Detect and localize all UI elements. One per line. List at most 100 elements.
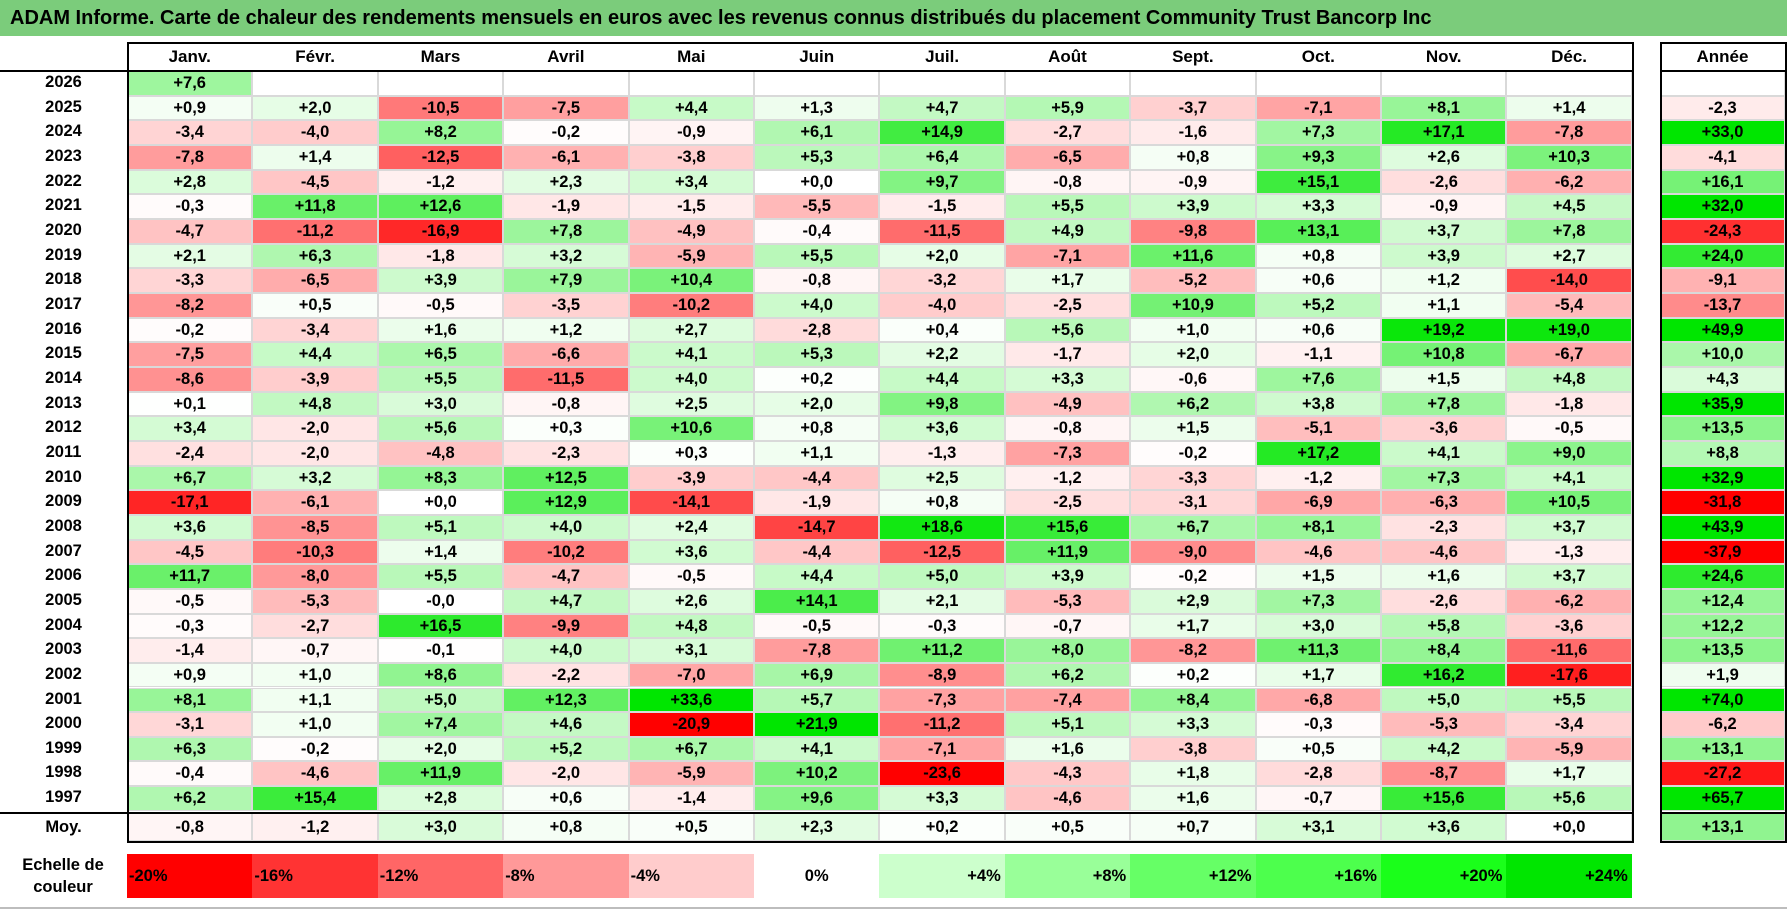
average-cell: +3,1 [1255,812,1381,841]
heatmap-cell: -6,5 [1004,144,1131,170]
heatmap-cell: -7,5 [503,95,629,121]
heatmap-cell: -14,7 [754,514,880,540]
heatmap-cell: -0,7 [1255,786,1381,811]
heatmap-cell: -7,8 [127,144,253,170]
heatmap-cell: +5,0 [879,564,1005,589]
color-scale-step: -4% [628,854,754,898]
heatmap-cell: -6,1 [503,144,629,170]
year-label: 2006 [45,566,82,585]
year-total-cell: -9,1 [1660,268,1785,293]
heatmap-cell: +5,6 [1506,786,1632,811]
color-scale-step: -12% [377,854,504,898]
heatmap-cell: +1,6 [1004,736,1131,762]
heatmap-cell: -1,5 [628,194,754,219]
heatmap-cell: +6,3 [127,736,253,762]
color-scale-step: +24% [1506,854,1632,898]
heatmap-cell: +17,2 [1255,440,1381,466]
heatmap-cell: +4,1 [754,736,880,762]
heatmap-cell: -0,3 [879,613,1005,639]
heatmap-cell: -2,3 [1381,514,1507,540]
heatmap-cell: +12,6 [377,194,504,219]
heatmap-cell: +0,6 [1255,268,1381,293]
average-cell: +3,0 [377,812,504,841]
bottom-divider [0,907,1787,909]
average-cell: +0,5 [1004,812,1131,841]
heatmap-cell: -0,3 [1255,712,1381,737]
heatmap-cell: +10,4 [628,268,754,293]
heatmap-cell: +0,5 [1255,736,1381,762]
average-cell: +3,6 [1381,812,1507,841]
heatmap-cell: +1,1 [252,687,378,713]
heatmap-cell: +9,3 [1255,144,1381,170]
heatmap-cell: +6,4 [879,144,1005,170]
heatmap-cell [1506,71,1632,96]
heatmap-cell: -14,1 [628,490,754,515]
heatmap-cell: +1,1 [1381,292,1507,318]
heatmap-cell: +0,3 [628,440,754,466]
month-header: Janv. [168,47,211,66]
heatmap-cell: -10,3 [252,539,378,565]
heatmap-cell: +10,9 [1130,292,1256,318]
heatmap-cell: +0,9 [127,95,253,121]
average-cell: -0,8 [127,812,253,841]
heatmap-cell: -10,2 [503,539,629,565]
heatmap-cell: -4,5 [127,539,253,565]
heatmap-cell: +9,7 [879,169,1005,195]
heatmap-cell: -8,7 [1381,761,1507,787]
heatmap-cell: -1,6 [1130,120,1256,145]
heatmap-cell: +7,8 [503,218,629,244]
heatmap-cell: +4,0 [503,514,629,540]
heatmap-cell: +8,4 [1381,638,1507,663]
heatmap-cell: -8,2 [1130,638,1256,663]
heatmap-cell: +1,2 [503,317,629,343]
year-total-cell: +13,1 [1660,736,1785,762]
heatmap-cell: +9,8 [879,391,1005,417]
heatmap-cell: +1,5 [1130,416,1256,441]
year-total-cell: -6,2 [1660,712,1785,737]
heatmap-cell: -5,1 [1255,416,1381,441]
heatmap-cell: +3,9 [377,268,504,293]
heatmap-cell: +5,6 [377,416,504,441]
heatmap-cell: -6,1 [252,490,378,515]
heatmap-cell: +5,2 [1255,292,1381,318]
heatmap-cell: +3,2 [252,465,378,491]
heatmap-cell: -12,5 [879,539,1005,565]
heatmap-cell: -3,4 [252,317,378,343]
month-header: Mai [677,47,706,66]
heatmap-cell: +6,1 [754,120,880,145]
heatmap-cell: +11,2 [879,638,1005,663]
average-cell: +0,0 [1506,812,1632,841]
average-cell: +2,3 [754,812,880,841]
heatmap-cell: +5,5 [377,366,504,392]
heatmap-cell: +2,7 [1506,243,1632,269]
heatmap-cell: -3,3 [1130,465,1256,491]
heatmap-cell: -0,2 [1130,564,1256,589]
heatmap-cell [503,71,629,96]
heatmap-cell: +2,1 [127,243,253,269]
heatmap-cell: +1,7 [1255,662,1381,688]
heatmap-cell: -8,0 [252,564,378,589]
heatmap-cell: -17,6 [1506,662,1632,688]
heatmap-cell: +7,4 [377,712,504,737]
color-scale-step: -20% [127,854,253,898]
year-total-cell: +24,0 [1660,243,1785,269]
heatmap-cell [1130,71,1256,96]
color-scale-label-line2: couleur [33,878,93,896]
heatmap-cell: -12,5 [377,144,504,170]
heatmap-cell: -1,8 [1506,391,1632,417]
heatmap-cell: +0,0 [754,169,880,195]
heatmap-cell: +4,4 [879,366,1005,392]
heatmap-cell: +3,6 [628,539,754,565]
heatmap-cell: +16,2 [1381,662,1507,688]
year-label: 2016 [45,319,82,338]
heatmap-cell: +7,6 [127,71,253,96]
average-cell: -1,2 [252,812,378,841]
heatmap-cell: -8,5 [252,514,378,540]
month-header: Mars [420,47,461,66]
heatmap-cell: -2,0 [252,440,378,466]
heatmap-cell: +1,8 [1130,761,1256,787]
heatmap-cell: +10,6 [628,416,754,441]
heatmap-cell: +0,2 [1130,662,1256,688]
heatmap-cell: -2,0 [252,416,378,441]
